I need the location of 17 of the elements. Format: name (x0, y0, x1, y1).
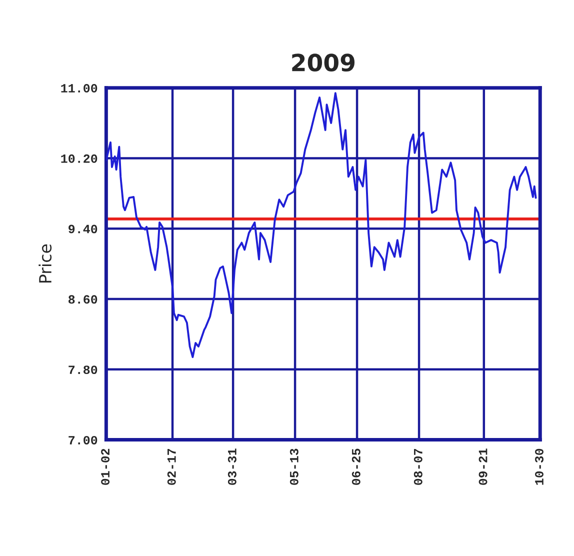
line-series (106, 92, 537, 358)
chart-title: 2009 (292, 54, 355, 72)
x-tick-label: 10-30 (535, 448, 544, 485)
y-tick-label: 11.00 (61, 84, 98, 92)
x-tick-label: 06-25 (352, 448, 360, 485)
x-tick-label: 05-13 (290, 448, 298, 485)
x-tick-label: 08-07 (414, 448, 422, 485)
x-tick-label: 09-21 (478, 448, 488, 485)
y-tick-label: 10.20 (61, 154, 98, 163)
x-tick-label: 01-02 (101, 448, 110, 485)
y-axis-title: Price (38, 244, 52, 283)
x-tick-label: 03-31 (228, 448, 236, 485)
y-tick-label: 9.40 (68, 224, 98, 234)
x-tick-label: 02-17 (167, 448, 176, 485)
y-tick-label: 8.60 (68, 295, 98, 304)
y-tick-label: 7.80 (68, 366, 98, 374)
y-tick-label: 7.00 (68, 436, 98, 444)
